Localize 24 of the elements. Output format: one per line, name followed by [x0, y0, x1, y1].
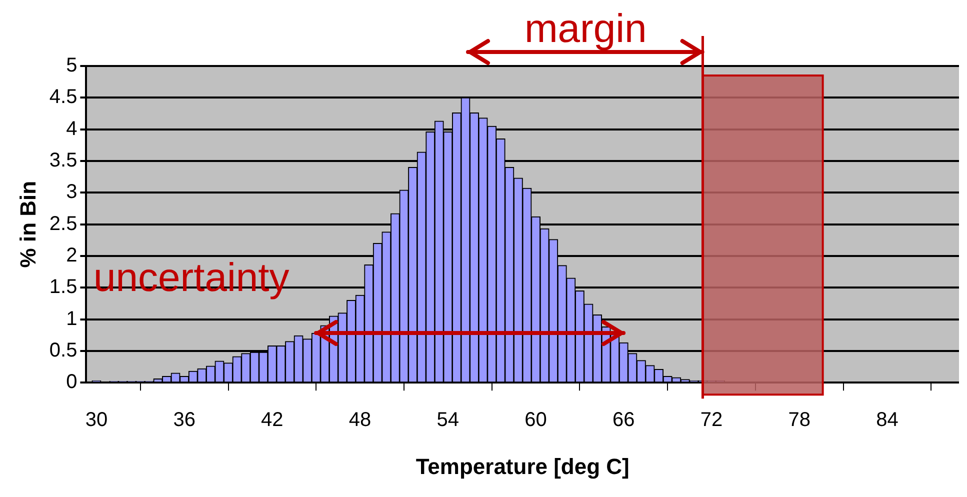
y-tick-label: 0.5	[49, 339, 78, 362]
x-tick-label: 84	[876, 409, 898, 432]
x-tick-label: 66	[612, 409, 635, 432]
x-tick-label: 54	[436, 409, 460, 432]
x-tick-label: 36	[173, 409, 196, 432]
y-tick-label: 0	[66, 371, 78, 394]
y-tick-label: 1	[66, 308, 78, 330]
x-tick-label: 72	[700, 409, 723, 432]
x-tick-label: 78	[788, 409, 811, 432]
text: margin	[524, 7, 647, 51]
x-tick-label: 42	[261, 409, 284, 432]
y-tick-label: 2	[66, 244, 78, 266]
y-tick-label: 4	[66, 118, 78, 140]
x-tick-label: 30	[85, 409, 108, 432]
x-tick-label: 60	[524, 409, 547, 432]
y-axis-title: % in Bin	[15, 180, 40, 268]
y-tick-label: 1.5	[49, 276, 78, 298]
y-tick-label: 3.5	[49, 149, 78, 172]
y-tick-label: 5	[66, 54, 78, 77]
y-tick-label: 4.5	[49, 86, 78, 108]
x-tick-label: 48	[348, 409, 372, 432]
y-tick-label: 3	[66, 181, 78, 204]
x-axis-title: Temperature [deg C]	[416, 454, 630, 479]
y-tick-label: 2.5	[49, 212, 78, 235]
